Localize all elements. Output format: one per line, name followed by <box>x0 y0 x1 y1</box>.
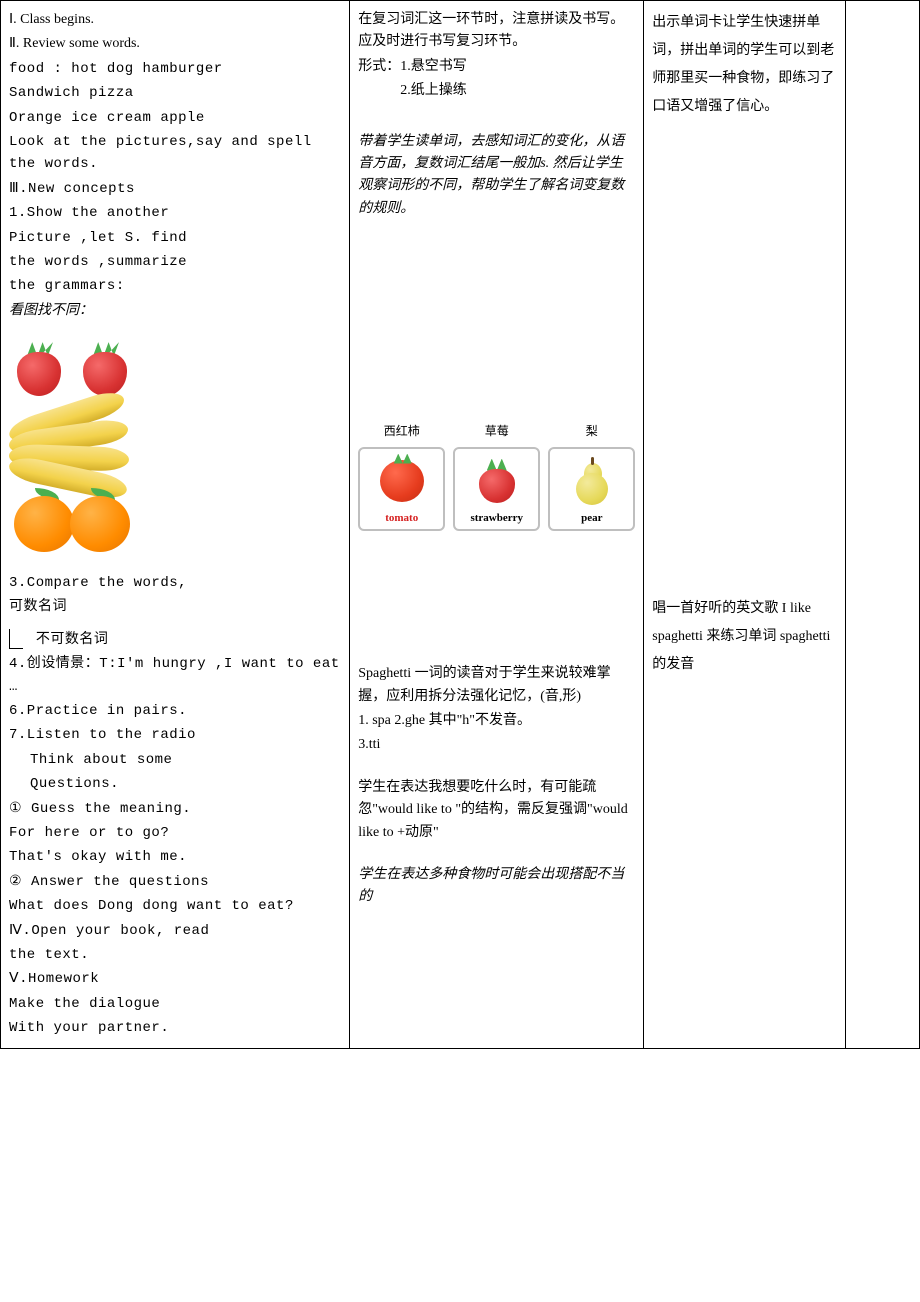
line: That's okay with me. <box>9 846 341 868</box>
note: 2.纸上操练 <box>358 80 635 102</box>
line: the words ,summarize <box>9 251 341 273</box>
note-italic: 学生在表达多种食物时可能会出现搭配不当的 <box>358 864 635 909</box>
image-bananas <box>9 412 179 482</box>
note: Spaghetti 一词的读音对于学生来说较难掌握，应利用拆分法强化记忆，(音,… <box>358 663 635 708</box>
uncountable-text: 不可数名词 <box>36 632 109 648</box>
table-row: Ⅰ. Class begins. Ⅱ. Review some words. f… <box>1 1 920 1049</box>
activity: 唱一首好听的英文歌 I like spaghetti 来练习单词 spaghet… <box>652 595 837 679</box>
caption-tomato: tomato <box>385 510 418 528</box>
line: For here or to go? <box>9 822 341 844</box>
flashcards: tomato strawberry pear <box>358 447 635 531</box>
strawberry-icon <box>477 459 517 503</box>
uncountable-line: 不可数名词 <box>9 629 341 651</box>
card-cn-labels: 西红柿 草莓 梨 <box>358 422 635 441</box>
col-notes: 在复习词汇这一环节时，注意拼读及书写。应及时进行书写复习环节。 形式：1.悬空书… <box>350 1 644 1049</box>
lesson-table: Ⅰ. Class begins. Ⅱ. Review some words. f… <box>0 0 920 1049</box>
line: What does Dong dong want to eat? <box>9 895 341 917</box>
line: Orange ice cream apple <box>9 107 341 129</box>
line: 可数名词 <box>9 596 341 618</box>
card-pear: pear <box>548 447 635 531</box>
tomato-icon <box>380 460 424 502</box>
note: 1. spa 2.ghe 其中"h"不发音。 <box>358 710 635 732</box>
note: 学生在表达我想要吃什么时，有可能疏忽"would like to "的结构，需反… <box>358 777 635 844</box>
line: 1.Show the another <box>9 202 341 224</box>
line: food : hot dog hamburger <box>9 58 341 80</box>
note: 形式：1.悬空书写 <box>358 56 635 78</box>
label-cn-pear: 梨 <box>548 422 635 441</box>
activity: 出示单词卡让学生快速拼单词，拼出单词的学生可以到老师那里买一种食物，即练习了口语… <box>652 9 837 121</box>
note: 在复习词汇这一环节时，注意拼读及书写。应及时进行书写复习环节。 <box>358 9 635 54</box>
line: Sandwich pizza <box>9 82 341 104</box>
line: Think about some <box>9 749 341 771</box>
col-procedure: Ⅰ. Class begins. Ⅱ. Review some words. f… <box>1 1 350 1049</box>
line: Ⅱ. Review some words. <box>9 33 341 55</box>
line: 6.Practice in pairs. <box>9 700 341 722</box>
line: Ⅰ. Class begins. <box>9 9 341 31</box>
label-cn-tomato: 西红柿 <box>358 422 445 441</box>
line: Look at the pictures,say and spell the w… <box>9 131 341 176</box>
note: 3.tti <box>358 734 635 756</box>
line: With your partner. <box>9 1017 341 1039</box>
line: 4.创设情景：T:I'm hungry ,I want to eat … <box>9 653 341 698</box>
line: ① Guess the meaning. <box>9 798 341 820</box>
line: ② Answer the questions <box>9 871 341 893</box>
col-activities: 出示单词卡让学生快速拼单词，拼出单词的学生可以到老师那里买一种食物，即练习了口语… <box>644 1 846 1049</box>
line: Ⅳ.Open your book, read <box>9 920 341 942</box>
image-oranges <box>9 486 179 556</box>
line: Ⅴ.Homework <box>9 968 341 990</box>
caption-strawberry: strawberry <box>470 510 523 528</box>
line-italic: 看图找不同： <box>9 300 341 322</box>
page-root: Ⅰ. Class begins. Ⅱ. Review some words. f… <box>0 0 920 1049</box>
card-strawberry: strawberry <box>453 447 540 531</box>
line: Make the dialogue <box>9 993 341 1015</box>
line: Ⅲ.New concepts <box>9 178 341 200</box>
card-tomato: tomato <box>358 447 445 531</box>
line: 3.Compare the words, <box>9 572 341 594</box>
caption-pear: pear <box>581 510 602 528</box>
line: the text. <box>9 944 341 966</box>
line: Questions. <box>9 773 341 795</box>
line: the grammars: <box>9 275 341 297</box>
bracket-icon <box>9 629 23 649</box>
line: 7.Listen to the radio <box>9 724 341 746</box>
col-empty <box>846 1 920 1049</box>
line: Picture ,let S. find <box>9 227 341 249</box>
note-italic: 带着学生读单词，去感知词汇的变化，从语音方面，复数词汇结尾一般加s. 然后让学生… <box>358 131 635 221</box>
label-cn-strawberry: 草莓 <box>453 422 540 441</box>
pear-icon <box>574 457 610 505</box>
